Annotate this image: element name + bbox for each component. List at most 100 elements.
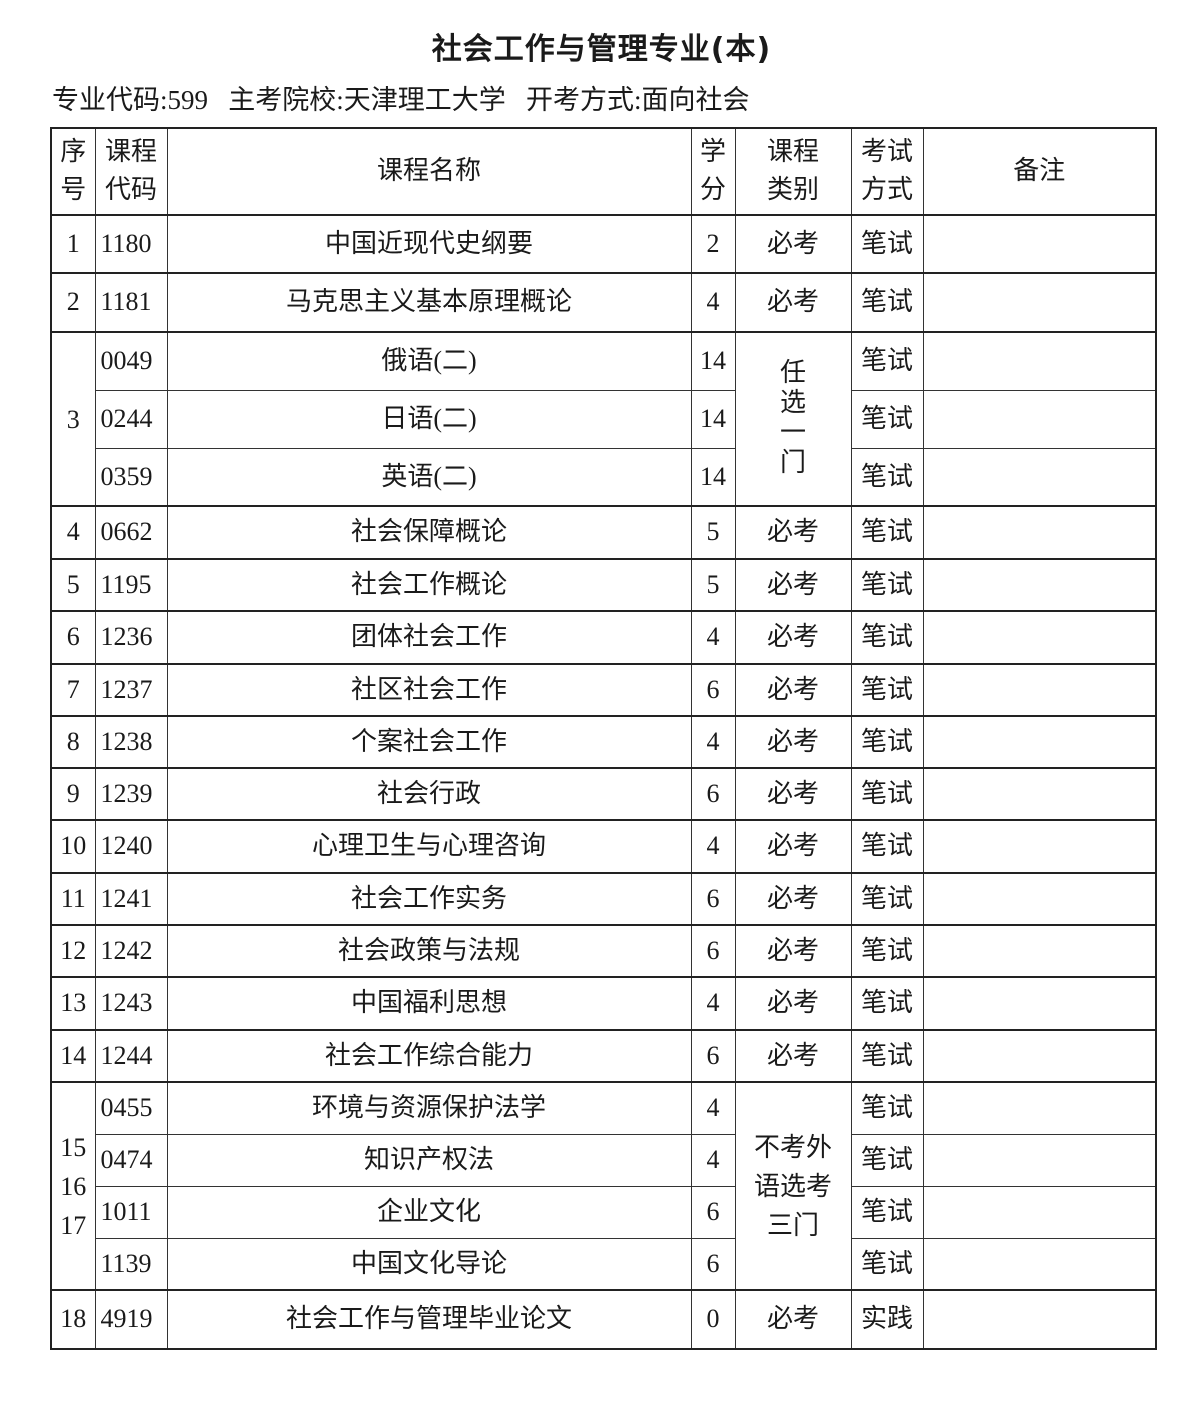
- course-code: 1011: [94, 1185, 168, 1239]
- remarks-cell: [922, 389, 1157, 449]
- course-type: 必考: [734, 663, 852, 717]
- remarks-cell: [922, 272, 1157, 333]
- course-credits: 5: [690, 505, 736, 560]
- course-type: 必考: [734, 610, 852, 665]
- course-code: 1242: [94, 924, 168, 978]
- seq-cell: 7: [50, 663, 96, 717]
- table-row: 8 1238 个案社会工作 4 必考 笔试: [50, 715, 1157, 769]
- course-credits: 4: [690, 1081, 736, 1135]
- course-credits: 0: [690, 1289, 736, 1350]
- remarks-cell: [922, 924, 1157, 978]
- remarks-cell: [922, 1185, 1157, 1239]
- course-type: 必考: [734, 767, 852, 821]
- exam-method: 笔试: [850, 389, 924, 449]
- course-credits: 2: [690, 214, 736, 274]
- table-row: 0474 知识产权法 4 笔试: [51, 1133, 1157, 1187]
- table-row: 11 1241 社会工作实务 6 必考 笔试: [50, 872, 1157, 926]
- course-name: 中国文化导论: [166, 1237, 692, 1291]
- course-name: 马克思主义基本原理概论: [166, 272, 692, 333]
- table-row: 13 1243 中国福利思想 4 必考 笔试: [50, 976, 1157, 1031]
- exam-method: 笔试: [850, 819, 924, 874]
- page-title: 社会工作与管理专业(本): [431, 32, 772, 67]
- course-name: 心理卫生与心理咨询: [166, 819, 692, 874]
- exam-method: 笔试: [850, 924, 924, 978]
- remarks-cell: [922, 1133, 1157, 1187]
- remarks-cell: [922, 663, 1157, 717]
- exam-method: 笔试: [850, 976, 924, 1031]
- remarks-cell: [922, 872, 1157, 926]
- header-type: 课程类别: [734, 127, 852, 216]
- course-code: 0359: [94, 447, 168, 507]
- exam-method: 笔试: [850, 767, 924, 821]
- remarks-cell: [922, 1289, 1157, 1350]
- seq-cell: 3: [50, 331, 96, 507]
- course-code: 0244: [94, 389, 168, 449]
- table-row: 15 16 17 0455 环境与资源保护法学 4 不考外语选考三门 笔试: [50, 1081, 1157, 1291]
- exam-method: 笔试: [850, 1081, 924, 1135]
- course-code: 1180: [94, 214, 168, 274]
- seq-cell: 1: [50, 214, 96, 274]
- course-credits: 4: [690, 819, 736, 874]
- remarks-cell: [922, 1029, 1157, 1083]
- exam-method: 笔试: [850, 1029, 924, 1083]
- seq-cell: 10: [50, 819, 96, 874]
- course-name: 知识产权法: [166, 1133, 692, 1187]
- table-row: 2 1181 马克思主义基本原理概论 4 必考 笔试: [50, 272, 1157, 333]
- course-code: 4919: [94, 1289, 168, 1350]
- course-credits: 6: [690, 872, 736, 926]
- header-seq: 序号: [50, 127, 96, 216]
- course-name: 社会政策与法规: [166, 924, 692, 978]
- table-row: 3 0049 俄语(二) 14 任选一门 笔试: [50, 331, 1157, 507]
- header-exam: 考试方式: [850, 127, 924, 216]
- course-credits: 6: [690, 1185, 736, 1239]
- exam-method: 笔试: [850, 214, 924, 274]
- course-name: 社会保障概论: [166, 505, 692, 560]
- remarks-cell: [922, 1237, 1157, 1291]
- exam-method: 笔试: [850, 663, 924, 717]
- course-code: 1195: [94, 558, 168, 612]
- course-code: 1238: [94, 715, 168, 769]
- course-credits: 4: [690, 610, 736, 665]
- seq-cell: 11: [50, 872, 96, 926]
- course-code: 1240: [94, 819, 168, 874]
- course-name: 俄语(二): [166, 331, 692, 391]
- course-code: 1241: [94, 872, 168, 926]
- course-name: 中国近现代史纲要: [166, 214, 692, 274]
- table-row: 1139 中国文化导论 6 笔试: [51, 1237, 1157, 1291]
- course-code: 0474: [94, 1133, 168, 1187]
- course-type: 必考: [734, 558, 852, 612]
- remarks-cell: [922, 767, 1157, 821]
- course-name: 社会行政: [166, 767, 692, 821]
- course-type: 必考: [734, 505, 852, 560]
- course-credits: 4: [690, 976, 736, 1031]
- exam-method: 笔试: [850, 505, 924, 560]
- table-row: 14 1244 社会工作综合能力 6 必考 笔试: [50, 1029, 1157, 1083]
- exam-method: 笔试: [850, 331, 924, 391]
- table-row: 0359 英语(二) 14 笔试: [51, 447, 1157, 507]
- header-name: 课程名称: [166, 127, 692, 216]
- course-code: 0455: [94, 1081, 168, 1135]
- course-credits: 6: [690, 924, 736, 978]
- remarks-cell: [922, 610, 1157, 665]
- table-row: 4 0662 社会保障概论 5 必考 笔试: [50, 505, 1157, 560]
- remarks-cell: [922, 558, 1157, 612]
- exam-method: 笔试: [850, 715, 924, 769]
- remarks-cell: [922, 505, 1157, 560]
- remarks-cell: [922, 331, 1157, 391]
- exam-method: 笔试: [850, 1237, 924, 1291]
- seq-cell: 13: [50, 976, 96, 1031]
- table-row: 1011 企业文化 6 笔试: [51, 1185, 1157, 1239]
- course-name: 团体社会工作: [166, 610, 692, 665]
- exam-method: 笔试: [850, 447, 924, 507]
- course-name: 中国福利思想: [166, 976, 692, 1031]
- course-code: 0662: [94, 505, 168, 560]
- course-name: 企业文化: [166, 1185, 692, 1239]
- remarks-cell: [922, 447, 1157, 507]
- course-credits: 14: [690, 389, 736, 449]
- major-code: 专业代码:599: [52, 85, 209, 115]
- course-name: 社区社会工作: [166, 663, 692, 717]
- course-type: 必考: [734, 1029, 852, 1083]
- course-credits: 14: [690, 447, 736, 507]
- seq-cell: 4: [50, 505, 96, 560]
- major-info: 专业代码:599 主考院校:天津理工大学 开考方式:面向社会: [52, 78, 750, 117]
